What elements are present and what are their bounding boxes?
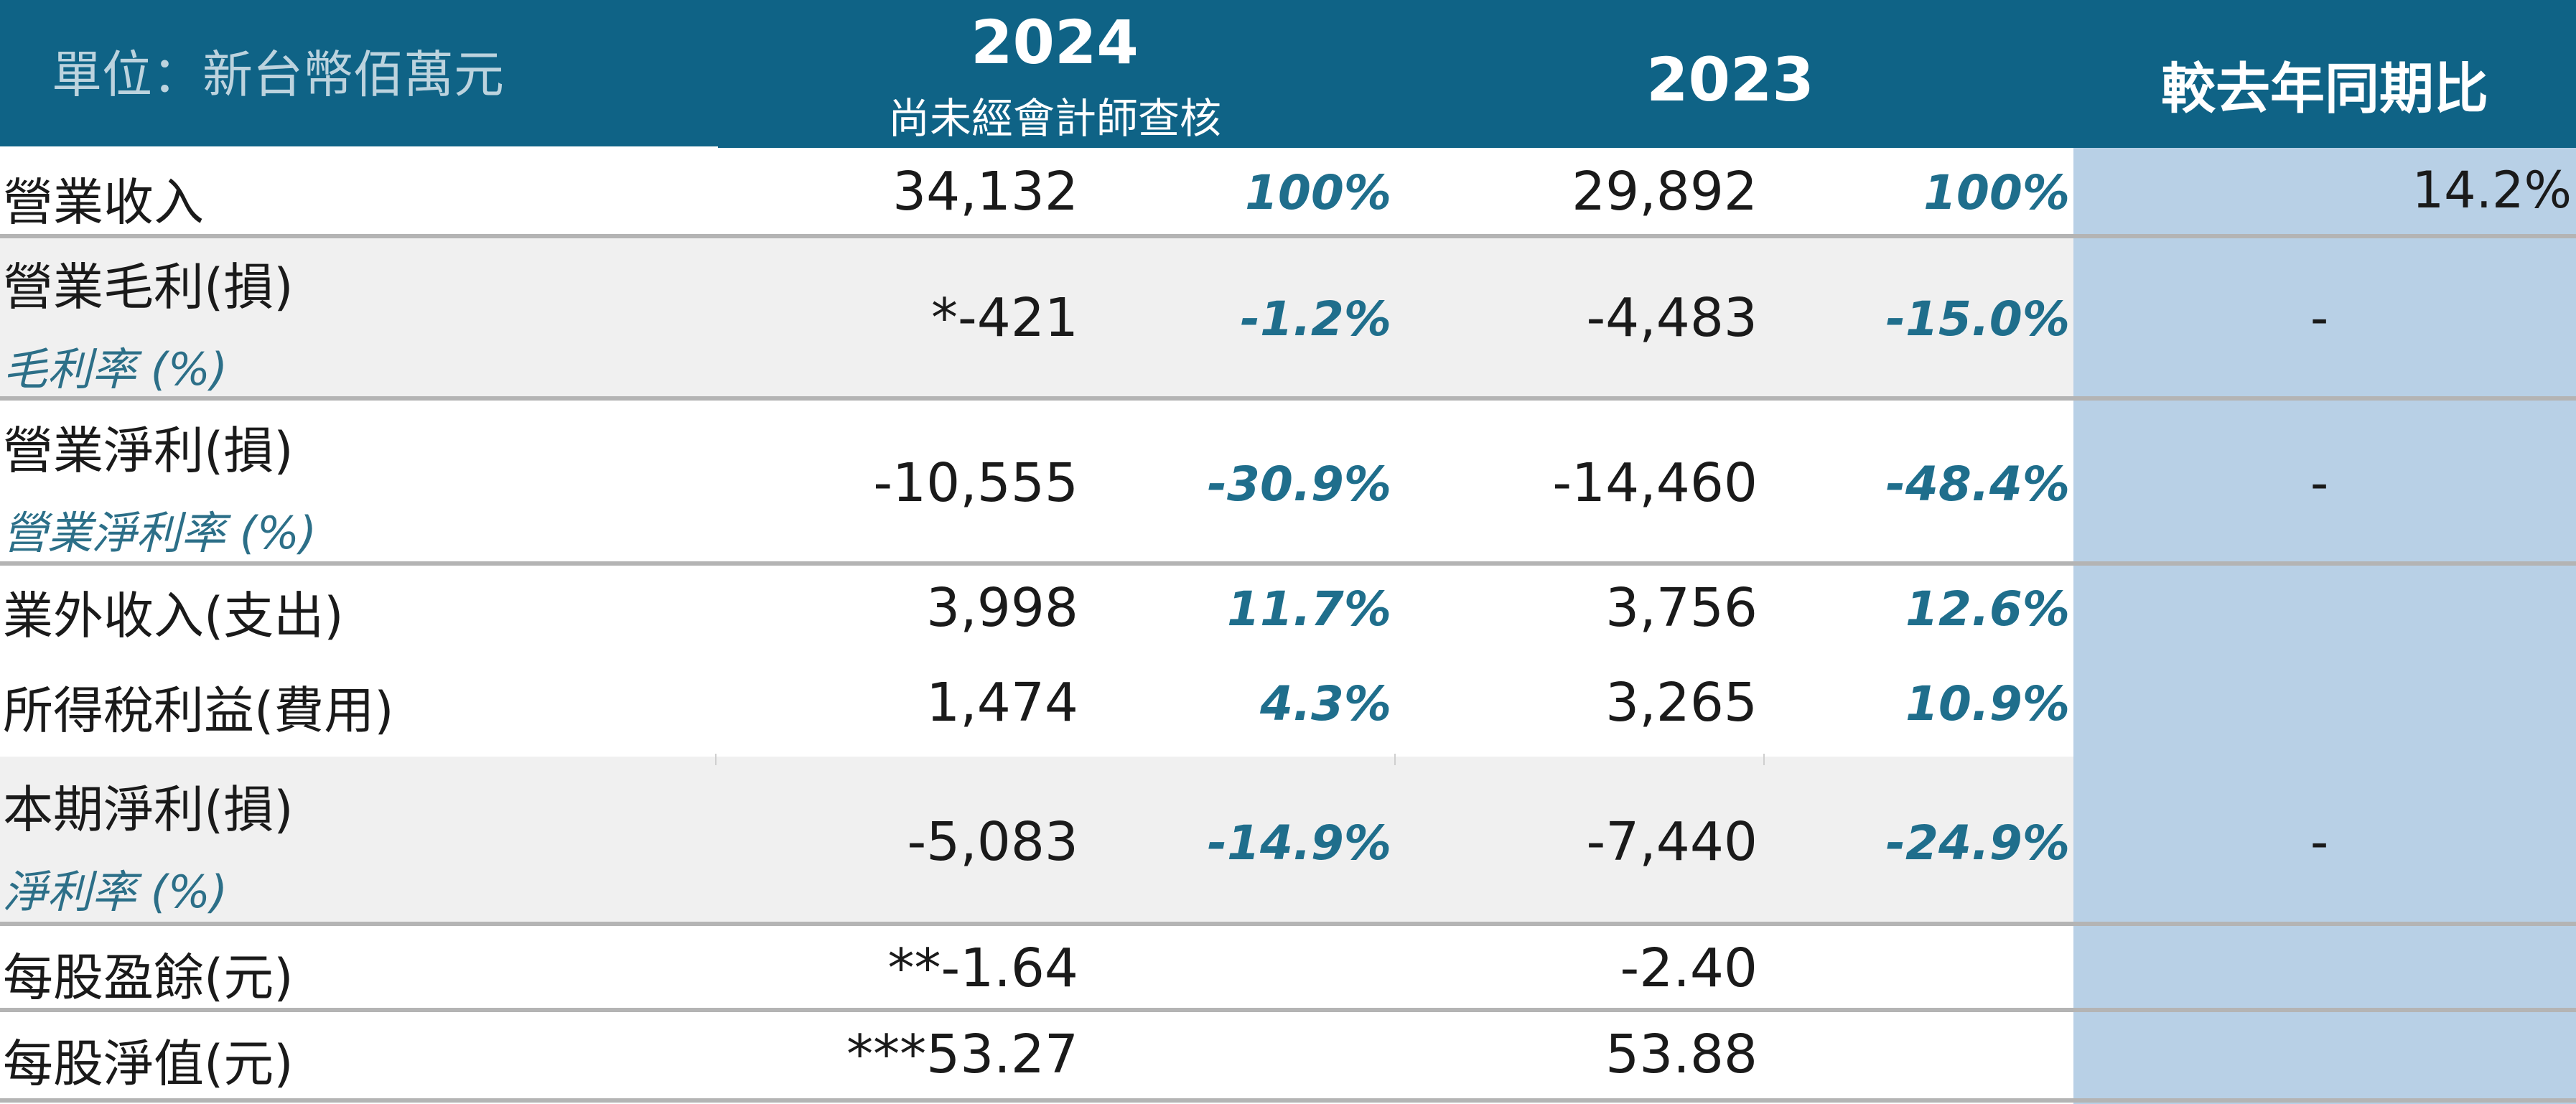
row-separator — [0, 1098, 2576, 1103]
column-2023-year: 2023 — [1646, 45, 1814, 115]
row-separator — [0, 922, 2576, 926]
row-separator — [0, 396, 2576, 401]
row-label: 每股盈餘(元) — [3, 948, 294, 1007]
row-label: 每股淨值(元) — [3, 1034, 294, 1093]
row-sublabel: 淨利率 (%) — [3, 866, 228, 918]
row-background — [0, 757, 2073, 923]
value-2024: -5,083 — [907, 811, 1078, 873]
column-tick — [1763, 754, 1765, 765]
yoy-value: 14.2% — [2412, 161, 2572, 220]
percent-2024: -30.9% — [1207, 457, 1391, 512]
row-sublabel: 營業淨利率 (%) — [3, 507, 317, 559]
percent-2023: 10.9% — [1905, 676, 2070, 731]
yoy-value: - — [2310, 454, 2329, 513]
table-header: 單位：新台幣佰萬元 2024 尚未經會計師查核 2023 較去年同期比 — [0, 0, 2576, 148]
row-label: 營業淨利(損) — [3, 421, 294, 480]
percent-2023: 12.6% — [1905, 581, 2070, 637]
percent-2023: -24.9% — [1885, 815, 2070, 871]
row-label: 業外收入(支出) — [3, 586, 344, 645]
row-separator — [0, 561, 2576, 566]
row-sublabel: 毛利率 (%) — [3, 343, 228, 396]
row-background — [0, 237, 2073, 399]
row-label: 本期淨利(損) — [3, 780, 294, 839]
percent-2024: -1.2% — [1240, 291, 1391, 347]
value-2024: -10,555 — [873, 452, 1078, 514]
percent-2024: 100% — [1245, 165, 1391, 220]
value-2024: ***53.27 — [846, 1024, 1078, 1085]
value-2024: 34,132 — [892, 161, 1078, 223]
column-yoy: 較去年同期比 — [2161, 57, 2488, 121]
percent-2024: -14.9% — [1207, 815, 1391, 871]
value-2023: -4,483 — [1586, 287, 1758, 349]
value-2024: 3,998 — [926, 577, 1078, 639]
value-2024: *-421 — [931, 287, 1078, 349]
value-2023: 3,265 — [1605, 672, 1758, 734]
value-2023: 3,756 — [1605, 577, 1758, 639]
column-tick — [715, 754, 717, 765]
value-2023: 29,892 — [1572, 161, 1758, 223]
row-label: 營業毛利(損) — [3, 258, 294, 317]
percent-2024: 11.7% — [1227, 581, 1391, 637]
percent-2023: 100% — [1923, 165, 2070, 220]
yoy-value: - — [2310, 289, 2329, 347]
unit-label: 單位：新台幣佰萬元 — [52, 45, 504, 104]
value-2023: -2.40 — [1620, 937, 1758, 999]
yoy-column-background — [2073, 148, 2576, 1104]
row-separator — [0, 234, 2576, 238]
yoy-value: - — [2310, 813, 2329, 871]
percent-2023: -15.0% — [1885, 291, 2070, 347]
value-2024: **-1.64 — [887, 937, 1078, 999]
header-underline — [0, 146, 718, 149]
value-2023: -14,460 — [1552, 452, 1758, 514]
row-label: 營業收入 — [3, 173, 204, 232]
column-2024-note: 尚未經會計師查核 — [887, 94, 1221, 143]
column-tick — [1394, 754, 1396, 765]
value-2023: -7,440 — [1586, 811, 1758, 873]
column-2024-year: 2024 — [971, 7, 1139, 78]
percent-2024: 4.3% — [1259, 676, 1391, 731]
value-2023: 53.88 — [1605, 1024, 1758, 1085]
row-label: 所得稅利益(費用) — [3, 681, 394, 740]
percent-2023: -48.4% — [1885, 457, 2070, 512]
value-2024: 1,474 — [926, 672, 1078, 734]
row-separator — [0, 1008, 2576, 1012]
